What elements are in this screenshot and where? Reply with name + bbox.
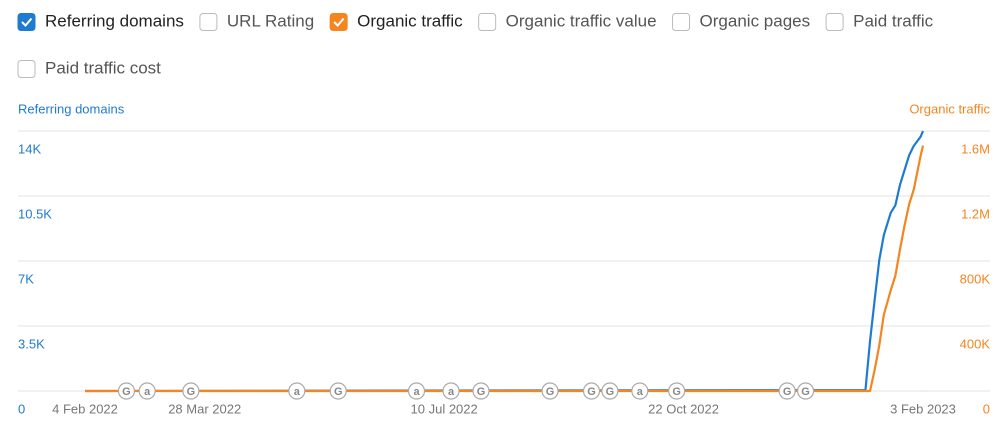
checkmark <box>21 17 33 27</box>
checkbox[interactable] <box>672 13 691 31</box>
annotation-label: G <box>587 386 596 398</box>
x-tick-label: 3 Feb 2023 <box>890 401 956 416</box>
annotation-label: G <box>187 386 196 398</box>
y-tick-label: 14K <box>18 141 41 156</box>
annotation-marker[interactable] <box>668 382 686 400</box>
y2-tick-label: 400K <box>960 336 991 351</box>
annotation-label: a <box>144 386 151 398</box>
annotation-marker[interactable] <box>288 382 306 400</box>
annotation-marker[interactable] <box>582 382 601 400</box>
annotation-marker[interactable] <box>117 382 136 400</box>
checkbox[interactable] <box>478 13 497 31</box>
option-label: Paid traffic cost <box>45 58 161 77</box>
checkbox[interactable] <box>329 13 348 31</box>
annotation-marker[interactable] <box>138 382 156 400</box>
x-tick-label: 4 Feb 2022 <box>52 401 118 416</box>
annotation-marker[interactable] <box>407 382 426 400</box>
option-label: Organic traffic <box>357 11 463 30</box>
line-series <box>85 145 925 393</box>
annotation-label: G <box>334 386 343 398</box>
annotation-label: a <box>448 386 455 398</box>
annotation-marker[interactable] <box>796 382 815 400</box>
y-axis-title: Referring domains <box>18 101 125 116</box>
y2-tick-label: 1.2M <box>961 206 990 221</box>
y2-tick-label: 800K <box>960 271 991 286</box>
option-label: Paid traffic <box>853 11 934 30</box>
checkbox[interactable] <box>825 13 844 31</box>
annotation-marker[interactable] <box>182 382 200 400</box>
annotation-label: a <box>637 386 644 398</box>
x-tick-label: 22 Oct 2022 <box>648 401 719 416</box>
y2-axis-title: Organic traffic <box>909 101 990 116</box>
checkbox[interactable] <box>17 13 36 31</box>
annotation-label: G <box>606 386 615 398</box>
annotation-marker[interactable] <box>442 382 460 400</box>
option-label: Organic traffic value <box>506 11 657 30</box>
x-tick-label: 10 Jul 2022 <box>411 401 478 416</box>
checkbox[interactable] <box>17 60 36 78</box>
x-tick-label: 28 Mar 2022 <box>168 401 241 416</box>
annotation-marker[interactable] <box>601 382 619 400</box>
annotation-label: G <box>672 386 681 398</box>
checkbox[interactable] <box>199 13 218 31</box>
option-label: Referring domains <box>45 11 184 30</box>
y2-tick-label: 1.6M <box>961 141 990 156</box>
annotation-label: a <box>413 386 420 398</box>
annotation-marker[interactable] <box>329 382 347 400</box>
option-label: URL Rating <box>227 11 314 30</box>
annotation-marker[interactable] <box>472 382 490 400</box>
y2-tick-label: 0 <box>983 401 990 416</box>
checkmark <box>333 17 345 27</box>
y-tick-label: 0 <box>18 401 25 416</box>
y-tick-label: 10.5K <box>18 206 52 221</box>
annotation-label: G <box>801 386 810 398</box>
annotation-label: G <box>783 386 792 398</box>
annotation-label: a <box>294 386 301 398</box>
annotation-marker[interactable] <box>778 382 796 400</box>
annotation-label: G <box>477 386 486 398</box>
y-tick-label: 3.5K <box>18 336 45 351</box>
option-label: Organic pages <box>700 11 811 30</box>
annotation-marker[interactable] <box>541 382 559 400</box>
y-tick-label: 7K <box>18 271 34 286</box>
annotation-marker[interactable] <box>631 382 649 400</box>
annotation-label: G <box>546 386 555 398</box>
line-series <box>84 130 925 393</box>
annotation-label: G <box>122 386 131 398</box>
